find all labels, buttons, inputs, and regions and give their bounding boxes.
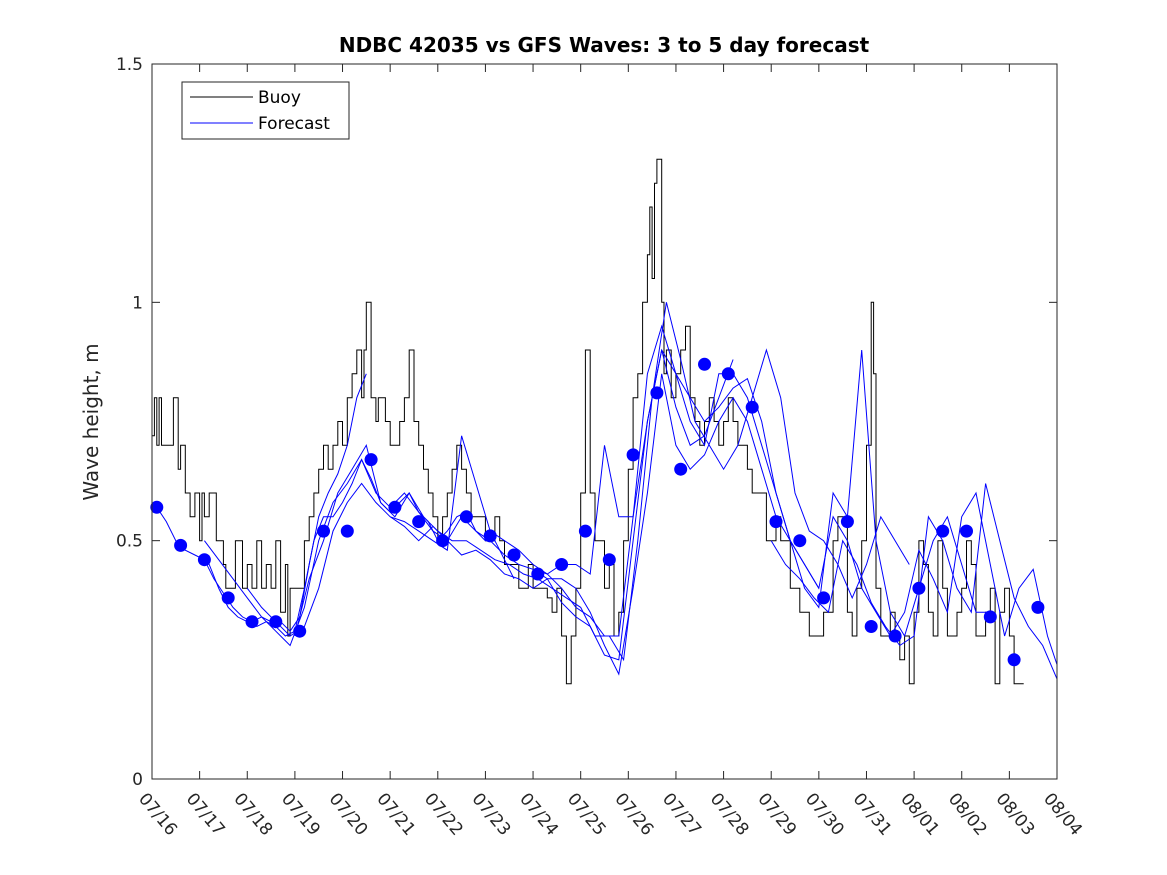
x-tick-label: 07/21 xyxy=(372,789,419,839)
x-tick-label: 07/20 xyxy=(325,789,372,839)
forecast-marker xyxy=(602,553,616,567)
forecast-marker xyxy=(340,524,354,538)
forecast-marker xyxy=(436,534,450,548)
x-tick-label: 07/27 xyxy=(658,789,705,839)
forecast-marker xyxy=(1007,653,1021,667)
forecast-marker xyxy=(626,448,640,462)
forecast-marker xyxy=(578,524,592,538)
forecast-marker xyxy=(459,510,473,524)
forecast-marker xyxy=(1031,600,1045,614)
forecast-marker xyxy=(388,500,402,514)
forecast-line-8 xyxy=(770,483,1058,680)
x-tick-label: 07/31 xyxy=(849,789,896,839)
forecast-marker xyxy=(507,548,521,562)
x-tick-label: 07/22 xyxy=(420,789,467,839)
forecast-marker xyxy=(412,515,426,529)
x-tick-label: 07/26 xyxy=(610,789,657,839)
forecast-marker xyxy=(888,629,902,643)
x-tick-label: 07/17 xyxy=(182,789,229,839)
x-tick-label: 08/02 xyxy=(944,789,991,839)
forecast-marker xyxy=(864,620,878,633)
buoy-series xyxy=(152,158,1024,685)
x-tick-label: 07/25 xyxy=(563,789,610,839)
y-tick-label: 1 xyxy=(132,293,143,313)
x-tick-label: 07/24 xyxy=(515,789,562,839)
forecast-markers xyxy=(150,357,1045,667)
legend: Buoy Forecast xyxy=(181,81,350,140)
forecast-marker xyxy=(912,581,926,595)
forecast-marker xyxy=(936,524,950,538)
y-tick-label: 1.5 xyxy=(116,55,143,75)
forecast-line-7 xyxy=(532,373,1058,676)
x-tick-label: 08/03 xyxy=(992,789,1039,839)
y-axis-ticks: 0 0.5 1 1.5 xyxy=(116,55,1057,790)
forecast-marker xyxy=(174,538,188,552)
plot-background xyxy=(152,64,1057,779)
x-tick-label: 07/23 xyxy=(468,789,515,839)
forecast-marker xyxy=(745,400,759,414)
forecast-marker xyxy=(150,500,164,514)
x-tick-label: 08/01 xyxy=(896,789,943,839)
forecast-marker xyxy=(769,515,783,529)
forecast-marker xyxy=(531,567,545,581)
forecast-marker xyxy=(840,515,854,529)
forecast-marker xyxy=(221,591,235,605)
forecast-marker xyxy=(269,615,283,629)
y-axis-label: Wave height, m xyxy=(79,343,103,500)
buoy-line xyxy=(152,158,1024,685)
x-tick-label: 07/30 xyxy=(801,789,848,839)
legend-forecast-label: Forecast xyxy=(258,114,330,134)
forecast-marker xyxy=(793,534,807,548)
forecast-marker xyxy=(698,357,711,371)
x-tick-label: 07/16 xyxy=(134,789,181,839)
forecast-marker xyxy=(245,615,259,629)
forecast-marker xyxy=(674,462,688,476)
forecast-marker xyxy=(293,624,307,638)
forecast-marker xyxy=(555,558,569,571)
x-tick-label: 07/19 xyxy=(277,789,324,839)
axes-box xyxy=(151,63,1058,780)
forecast-marker xyxy=(960,524,973,538)
y-tick-label: 0 xyxy=(132,770,143,790)
plot-area xyxy=(152,64,1057,779)
x-tick-label: 07/18 xyxy=(229,789,276,839)
forecast-marker xyxy=(317,524,330,538)
chart-title: NDBC 42035 vs GFS Waves: 3 to 5 day fore… xyxy=(339,33,870,57)
x-tick-label: 07/28 xyxy=(706,789,753,839)
axes xyxy=(151,63,1058,780)
x-tick-label: 08/04 xyxy=(1039,789,1086,839)
forecast-marker xyxy=(483,529,497,543)
forecast-marker xyxy=(650,386,664,400)
forecast-marker xyxy=(364,453,378,467)
x-tick-label: 07/29 xyxy=(753,789,800,839)
forecast-line-4 xyxy=(246,348,820,661)
forecast-marker xyxy=(983,610,997,624)
legend-buoy-label: Buoy xyxy=(258,88,301,108)
forecast-marker xyxy=(817,591,831,605)
forecast-marker xyxy=(197,553,211,567)
legend-box xyxy=(181,81,350,140)
y-tick-label: 0.5 xyxy=(116,532,143,552)
forecast-marker xyxy=(721,367,735,381)
